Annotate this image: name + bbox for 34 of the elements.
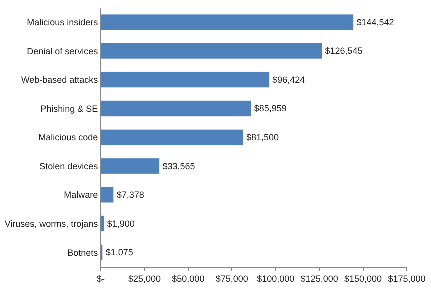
data-label: $96,424 <box>272 74 306 85</box>
y-tick-label: Denial of services <box>27 46 99 56</box>
y-tick-label: Malware <box>64 190 98 200</box>
y-tick-label: Malicious insiders <box>27 18 99 28</box>
bar <box>101 72 270 88</box>
data-label: $81,500 <box>246 132 280 142</box>
bar <box>101 158 160 174</box>
x-tick-label: $100,000 <box>257 274 295 284</box>
y-tick-label: Malicious code <box>38 132 98 143</box>
bar <box>101 43 323 60</box>
data-label: $85,959 <box>254 104 287 114</box>
data-label: $126,545 <box>325 46 363 56</box>
y-tick-label: Viruses, worms, trojans <box>4 218 99 229</box>
y-tick-label: Web-based attacks <box>21 75 99 86</box>
bar <box>101 186 114 204</box>
x-tick-label: $175,000 <box>388 274 426 284</box>
data-label: $1,900 <box>107 218 135 229</box>
x-tick-label: $125,000 <box>300 274 338 284</box>
x-tick-label: $- <box>96 274 106 284</box>
bar <box>101 14 354 31</box>
y-tick-label: Phishing & SE <box>40 104 98 114</box>
y-tick-label: Botnets <box>68 248 99 258</box>
data-label: $1,075 <box>106 248 134 258</box>
x-tick-label: $25,000 <box>128 274 161 284</box>
y-tick-label: Stolen devices <box>40 161 99 172</box>
data-label: $33,565 <box>162 161 196 172</box>
x-tick-label: $50,000 <box>172 274 205 284</box>
bar <box>101 100 252 117</box>
data-label: $7,378 <box>116 190 144 200</box>
x-tick-label: $150,000 <box>344 274 382 284</box>
x-tick-label: $75,000 <box>216 274 248 284</box>
bar <box>101 216 105 232</box>
bar <box>101 129 244 146</box>
data-label: $144,542 <box>356 17 394 28</box>
